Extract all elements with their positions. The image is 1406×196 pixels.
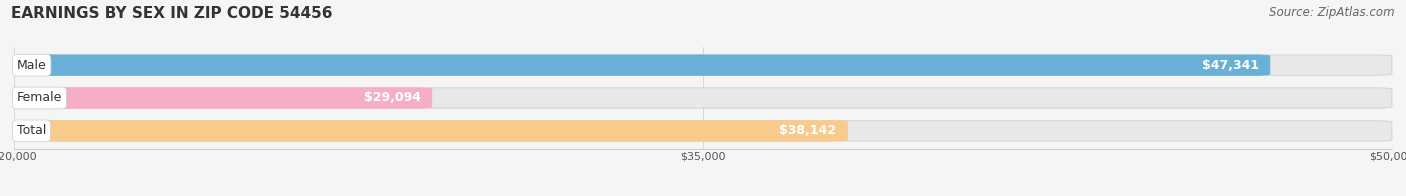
FancyBboxPatch shape: [14, 55, 1392, 75]
Text: $29,094: $29,094: [364, 92, 420, 104]
Text: EARNINGS BY SEX IN ZIP CODE 54456: EARNINGS BY SEX IN ZIP CODE 54456: [11, 6, 333, 21]
Text: $47,341: $47,341: [1202, 59, 1258, 72]
FancyBboxPatch shape: [14, 88, 1392, 108]
FancyBboxPatch shape: [14, 55, 1270, 75]
Text: Total: Total: [17, 124, 46, 137]
Text: Female: Female: [17, 92, 62, 104]
Text: $38,142: $38,142: [779, 124, 837, 137]
Text: Source: ZipAtlas.com: Source: ZipAtlas.com: [1270, 6, 1395, 19]
FancyBboxPatch shape: [14, 88, 432, 108]
FancyBboxPatch shape: [14, 121, 1392, 141]
FancyBboxPatch shape: [14, 121, 848, 141]
Text: Male: Male: [17, 59, 46, 72]
